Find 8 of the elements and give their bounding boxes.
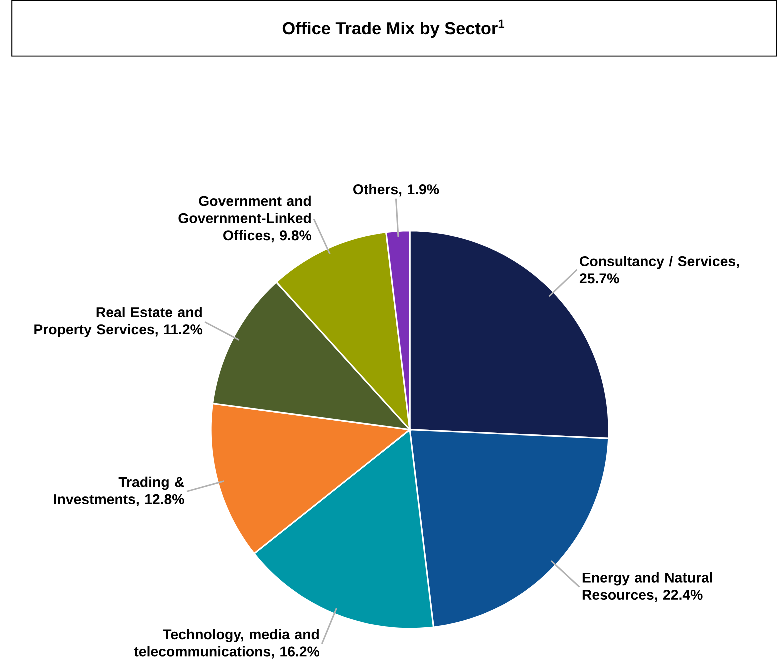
chart-title: Office Trade Mix by Sector$^{1}$	[282, 20, 505, 38]
slice-label: Government and Government-Linked Offices, 9.8%	[178, 196, 312, 243]
slice-label: Technology, media and telecommunications, 16.2%	[134, 629, 320, 659]
slice-label: Energy and Natural Resources, 22.4%	[582, 572, 712, 602]
slice-label: Others, 1.9%	[354, 184, 440, 197]
slice-label: Real Estate and Property Services, 11.2%	[34, 307, 203, 338]
slice-label: Consultancy / Services, 25.7%	[580, 256, 740, 284]
slice-label: Trading & Investments, 12.8%	[54, 476, 184, 507]
